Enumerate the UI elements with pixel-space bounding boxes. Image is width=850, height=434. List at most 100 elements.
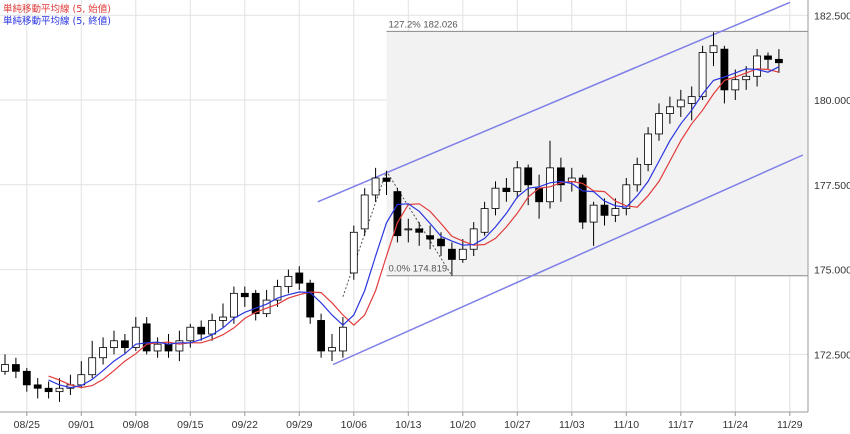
candle-body [142,323,151,352]
candle-body [55,387,64,393]
candle-body [764,55,772,60]
candle-body [775,58,783,64]
candle-body [622,184,631,209]
candle-body [197,326,206,335]
candle-body [371,177,380,196]
fib-zone [386,31,808,276]
candle-body [88,357,97,376]
candle-body [491,187,500,209]
candle-body [44,387,53,393]
candle-body [458,248,467,260]
candle-body [1,364,9,372]
candle-body [229,292,238,318]
candle-body [633,164,642,186]
candle-body [698,52,707,98]
candle-body [382,177,391,182]
candle-body [611,208,620,216]
fib-label: 127.2% 182.026 [389,19,458,30]
candle-body [469,228,478,250]
candle-body [306,282,315,318]
candle-body [77,374,86,386]
candle-body [524,167,533,186]
x-tick-label: 10/06 [341,419,367,431]
candle-body [666,106,674,114]
x-tick-label: 11/03 [559,419,585,431]
labels: 172.500 175.000 177.500 180.000 182.500 08/25… [3,3,850,431]
candle-body [273,286,282,301]
fibonacci: 127.2% 182.026 0.0% 174.819 [386,19,808,277]
candle-body [753,55,761,77]
candle-body [676,99,685,108]
trend-line [317,1,791,203]
candle-body [742,75,751,81]
candle-body [328,347,336,352]
y-tick-label: 182.500 [814,10,850,22]
x-tick-label: 08/25 [14,419,40,431]
candle-body [546,167,554,203]
candle-body [251,292,260,315]
candle-body [502,187,511,192]
candle-body [644,133,652,165]
candle-body [186,326,195,342]
candle-body [480,208,489,233]
y-tick-label: 177.500 [814,180,850,192]
trend-line [332,154,804,366]
x-tick-label: 11/10 [614,419,640,431]
candle-body [709,45,718,53]
candle-body [22,370,31,386]
candle-body [437,238,445,247]
x-tick-label: 10/27 [504,419,530,431]
candle-body [720,48,729,91]
x-tick-label: 09/01 [68,419,94,431]
candle-body [731,79,740,91]
y-tick-label: 180.000 [814,95,850,107]
candle-body [33,384,42,389]
candle-body [317,320,326,352]
candle-body [131,326,140,348]
candle-body [208,320,217,335]
candle-body [110,340,118,348]
moving-average [48,68,780,389]
candle-body [219,316,227,321]
candle-body [589,204,598,223]
candle-body [513,167,522,192]
x-tick-label: 10/13 [395,419,421,431]
candle-body [240,292,249,298]
candle-body [415,228,424,233]
moving-average [48,66,780,389]
candle-body [164,343,173,352]
legend-entry: 単純移動平均線 (5, 終値) [3,15,111,27]
candle-body [557,167,565,186]
candle-body [175,340,184,352]
x-tick-label: 11/24 [723,419,749,431]
x-tick-label: 09/22 [232,419,258,431]
y-tick-label: 172.500 [814,349,850,361]
x-tick-label: 10/20 [450,419,476,431]
candle-body [447,248,456,260]
x-tick-label: 11/17 [668,419,694,431]
candle-body [360,194,369,230]
candle-body [404,228,413,231]
x-tick-label: 11/29 [777,419,803,431]
candle-body [578,177,587,223]
candle-body [121,340,129,348]
fib-label: 0.0% 174.819 [389,264,448,275]
candle-body [99,347,107,359]
y-tick-label: 175.000 [814,265,850,277]
candle-body [338,326,347,352]
candle-body [11,364,20,372]
candle-body [153,343,162,352]
candle-body [600,204,609,216]
candle-body [687,96,696,104]
candle-body [393,191,402,237]
plot-area [1,1,804,402]
candle-body [349,231,358,274]
x-tick-label: 09/29 [286,419,312,431]
legend-entry: 単純移動平均線 (5, 始値) [3,3,111,15]
candle-body [655,113,663,135]
candle-body [284,275,293,287]
candle-body [426,235,435,240]
candle-body [295,272,304,284]
